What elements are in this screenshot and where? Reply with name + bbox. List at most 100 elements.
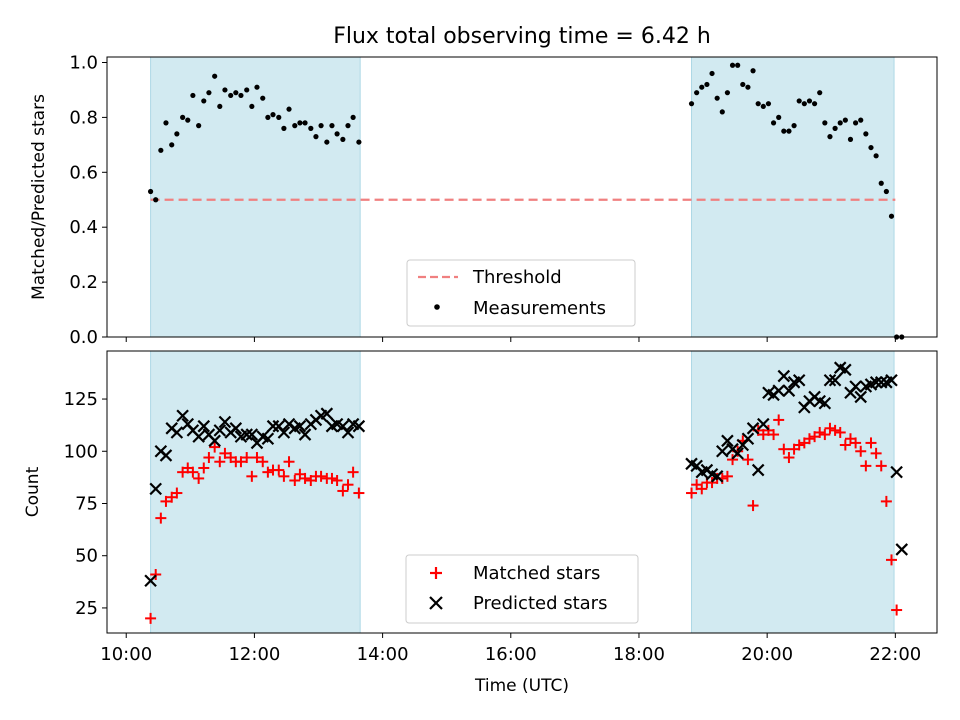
matched-stars-point xyxy=(262,466,274,478)
measurements-point xyxy=(883,188,889,195)
matched-stars-point xyxy=(342,479,354,491)
predicted-stars-point xyxy=(741,432,755,446)
bottom-y-axis: 25 50 75 100 125 xyxy=(64,389,107,619)
predicted-stars-point xyxy=(818,396,832,410)
predicted-stars-point xyxy=(731,447,744,460)
x-tick-label: 18:00 xyxy=(613,644,665,665)
measurements-point xyxy=(238,92,244,99)
top-legend: Threshold Measurements xyxy=(406,259,636,327)
bottom-count-marks xyxy=(144,361,909,624)
measurements-point xyxy=(318,123,324,129)
predicted-stars-point xyxy=(192,430,205,443)
matched-stars-point xyxy=(839,439,851,451)
measurements-point xyxy=(688,101,695,107)
top-y-tick-label: 1.0 xyxy=(69,52,98,73)
measurements-point xyxy=(878,180,884,186)
measurements-point xyxy=(302,120,308,126)
measurements-point xyxy=(244,87,250,93)
predicted-stars-point xyxy=(721,434,734,448)
matched-stars-point xyxy=(783,452,795,464)
x-tick-label: 14:00 xyxy=(357,644,409,665)
measurements-point xyxy=(260,95,266,101)
measurements-point xyxy=(873,153,879,159)
bottom-axes-frame xyxy=(106,350,938,634)
measurements-point xyxy=(704,81,710,88)
predicted-stars-point xyxy=(746,422,760,435)
matched-stars-point xyxy=(278,470,290,482)
predicted-stars-point xyxy=(352,419,366,433)
measurements-point xyxy=(724,90,731,96)
predicted-stars-point xyxy=(170,426,184,439)
top-axes-frame xyxy=(106,56,938,338)
predicted-stars-point xyxy=(293,419,307,433)
measurements-point xyxy=(714,95,720,101)
measurements-point xyxy=(740,81,746,88)
x-tick-label: 22:00 xyxy=(869,644,921,665)
bottom-legend-box xyxy=(405,554,639,624)
matched-stars-point xyxy=(773,414,785,426)
predicted-stars-point xyxy=(245,428,259,441)
bottom-x-axis: 10:00 12:00 14:00 16:00 18:00 20:00 22:00 xyxy=(100,633,921,665)
measurements-point xyxy=(180,114,186,120)
measurements-legend-swatch xyxy=(434,304,440,310)
predicted-stars-point xyxy=(149,482,162,496)
matched-stars-point xyxy=(696,483,708,495)
matched-stars-point xyxy=(865,437,877,449)
measurements-point xyxy=(776,114,782,120)
matched-stars-point xyxy=(885,554,897,566)
predicted-stars-point xyxy=(266,419,280,433)
matched-stars-point xyxy=(337,485,349,497)
measurements-point xyxy=(233,90,239,96)
matched-stars-point xyxy=(209,441,221,453)
measurements-point xyxy=(847,136,854,142)
measurements-point xyxy=(174,131,180,137)
measurements-point xyxy=(786,128,792,134)
predicted-stars-legend-swatch xyxy=(429,596,443,610)
predicted-stars-point xyxy=(849,380,862,393)
top-y-axis-label: Matched/Predicted stars xyxy=(29,94,49,300)
predicted-stars-point xyxy=(828,373,842,387)
top-x-ticks xyxy=(125,337,896,342)
matched-stars-point xyxy=(686,487,698,499)
bottom-panel: 25 50 75 100 125 10:00 12:00 14:00 16:00 18:00 20… xyxy=(23,350,938,696)
top-y-tick-label: 0.6 xyxy=(69,162,98,183)
measurements-point xyxy=(153,197,159,203)
predicted-stars-legend-label: Predicted stars xyxy=(473,593,607,614)
matched-stars-point xyxy=(160,495,172,507)
measurements-point xyxy=(334,131,340,137)
matched-stars-point xyxy=(860,460,872,472)
matched-stars-point xyxy=(727,454,739,466)
measurements-point xyxy=(281,125,287,131)
bottom-y-tick-label: 100 xyxy=(64,441,98,462)
predicted-stars-point xyxy=(282,417,296,431)
top-y-axis: 0.0 0.2 0.4 0.6 0.8 1.0 xyxy=(69,52,107,348)
predicted-stars-point xyxy=(823,373,837,387)
measurements-point xyxy=(842,117,848,123)
matched-stars-point xyxy=(198,462,210,474)
measurements-point xyxy=(297,120,303,126)
measurements-point xyxy=(755,101,761,107)
bottom-y-tick-label: 50 xyxy=(75,546,98,567)
matched-stars-point xyxy=(747,500,759,512)
bottom-y-tick-label: 75 xyxy=(75,493,98,514)
matched-stars-point xyxy=(251,452,263,464)
measurements-point xyxy=(201,98,207,104)
matched-stars-point xyxy=(219,447,231,459)
matched-stars-point xyxy=(880,495,892,507)
measurements-point xyxy=(765,101,772,107)
matched-stars-point xyxy=(891,604,903,616)
matched-stars-point xyxy=(145,612,157,624)
measurements-point xyxy=(147,188,154,195)
chart-title: Flux total observing time = 6.42 h xyxy=(333,24,711,49)
matched-stars-point xyxy=(241,452,253,464)
matched-stars-point xyxy=(331,475,343,487)
matched-stars-point xyxy=(814,426,826,438)
matched-stars-legend-label: Matched stars xyxy=(473,563,600,584)
measurements-point xyxy=(345,123,351,129)
measurements-point xyxy=(801,101,807,107)
measurements-point xyxy=(350,114,356,120)
measurements-point xyxy=(158,147,164,153)
matched-stars-point xyxy=(171,487,183,499)
predicted-stars-point xyxy=(208,434,221,448)
matched-stars-point xyxy=(834,426,846,438)
